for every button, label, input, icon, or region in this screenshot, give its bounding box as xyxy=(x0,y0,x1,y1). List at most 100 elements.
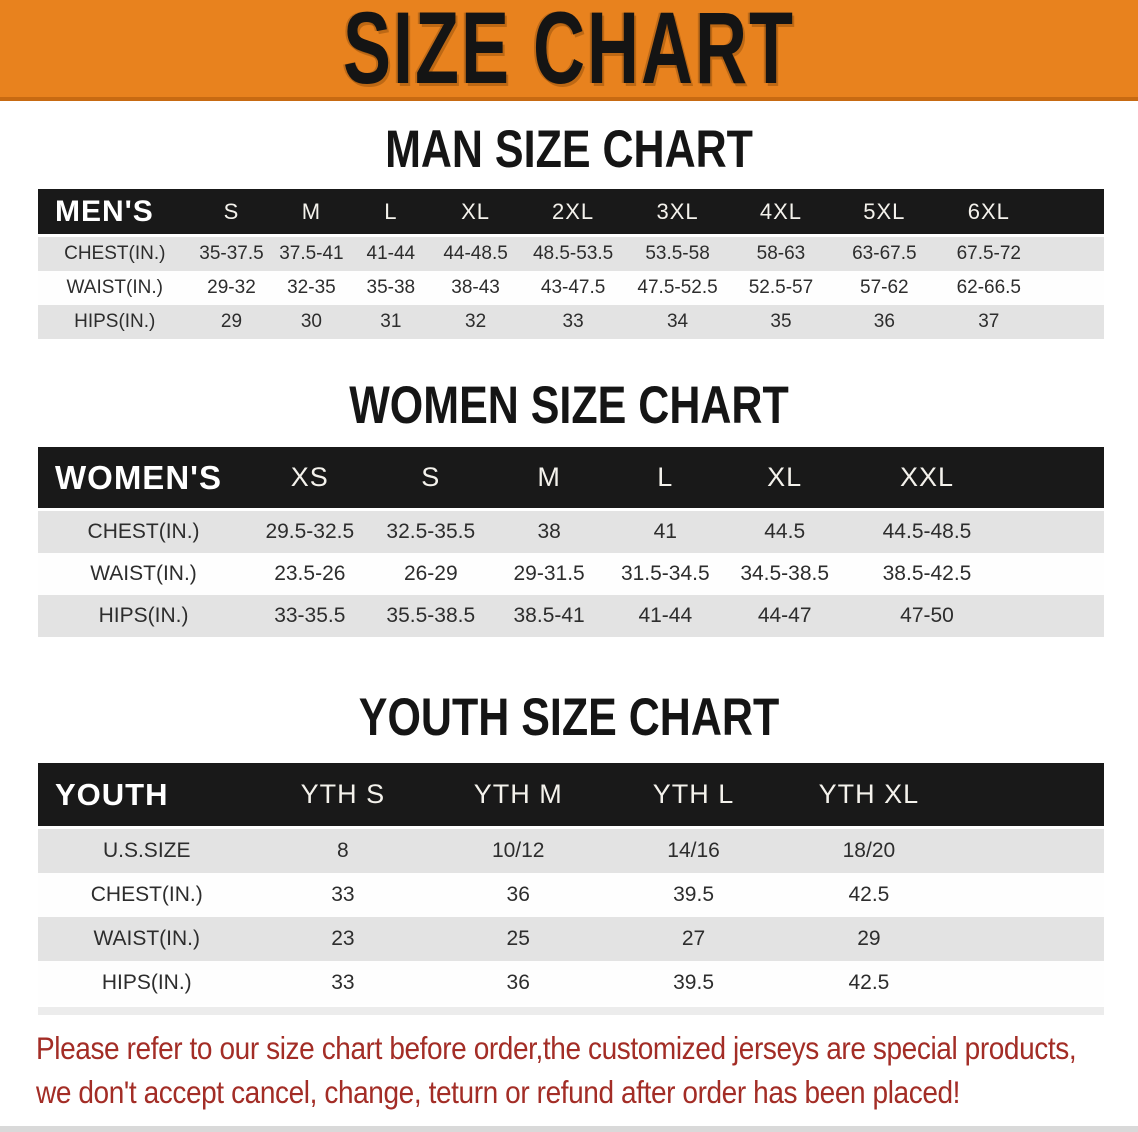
size-cell: 30 xyxy=(300,311,322,332)
table-row: HIPS(IN.) 33-35.5 35.5-38.5 38.5-41 41-44 44-… xyxy=(38,595,1104,637)
women-section-heading-text: WOMEN SIZE CHART xyxy=(349,376,789,435)
size-cell: 33 xyxy=(562,311,584,332)
size-cell: 36 xyxy=(873,311,895,332)
size-cell: 29-31.5 xyxy=(513,562,585,585)
size-cell: 62-66.5 xyxy=(956,277,1022,298)
spacer-cell xyxy=(1008,447,1104,511)
spacer-cell xyxy=(1041,305,1104,339)
size-cell: 34.5-38.5 xyxy=(740,562,830,585)
size-cell: 41-44 xyxy=(638,604,693,627)
disclaimer-line-2: we don't accept cancel, change, teturn o… xyxy=(36,1075,961,1110)
size-cell: 26-29 xyxy=(403,562,458,585)
size-cell: 52.5-57 xyxy=(748,277,814,298)
column-header: S xyxy=(191,189,272,237)
size-cell: 38.5-41 xyxy=(513,604,585,627)
size-cell: 23.5-26 xyxy=(274,562,346,585)
size-cell: 10/12 xyxy=(491,839,545,862)
man-section-heading: MAN SIZE CHART xyxy=(0,120,1138,179)
size-cell: 39.5 xyxy=(673,883,714,906)
youth-size-table: YOUTH YTH S YTH M YTH L YTH XL U.S.SIZE 8 10/12… xyxy=(38,763,1104,1005)
size-cell: 34 xyxy=(666,311,689,332)
size-cell: 67.5-72 xyxy=(956,243,1022,264)
row-label: WAIST(IN.) xyxy=(90,562,197,585)
youth-table-bottom-divider xyxy=(38,1007,1104,1015)
size-cell: 44-47 xyxy=(757,604,812,627)
size-cell: 37.5-41 xyxy=(279,243,344,264)
spacer-cell xyxy=(1041,237,1104,271)
womens-size-table: WOMEN'S XS S M L XL XXL CHEST(IN.) 29.5-32.5 32.5… xyxy=(38,447,1104,637)
women-section-heading: WOMEN SIZE CHART xyxy=(0,376,1138,435)
size-cell: 32.5-35.5 xyxy=(386,520,476,543)
size-cell: 47-50 xyxy=(900,604,954,627)
size-cell: 35-37.5 xyxy=(199,243,264,264)
size-cell: 36 xyxy=(506,971,530,994)
size-cell: 44.5 xyxy=(764,520,806,543)
column-header: 2XL xyxy=(520,189,626,237)
column-header: XS xyxy=(249,447,371,511)
size-cell: 32-35 xyxy=(287,277,336,298)
size-cell: 33-35.5 xyxy=(274,604,346,627)
size-cell: 14/16 xyxy=(667,839,720,862)
size-cell: 29.5-32.5 xyxy=(265,520,355,543)
size-cell: 33 xyxy=(331,883,355,906)
table-row: CHEST(IN.) 29.5-32.5 32.5-35.5 38 41 44.5 44.5… xyxy=(38,511,1104,553)
size-cell: 35.5-38.5 xyxy=(386,604,476,627)
column-header: L xyxy=(607,447,724,511)
size-cell: 32 xyxy=(465,311,487,332)
column-header: 4XL xyxy=(729,189,833,237)
size-cell: 35-38 xyxy=(366,277,416,298)
size-cell: 29-32 xyxy=(207,277,256,298)
size-cell: 44-48.5 xyxy=(443,243,508,264)
spacer-cell xyxy=(956,763,1104,829)
spacer-cell xyxy=(1008,553,1104,595)
size-cell: 27 xyxy=(681,927,706,950)
table-title-cell: WOMEN'S xyxy=(38,447,250,511)
size-cell: 48.5-53.5 xyxy=(532,243,614,264)
column-header: 3XL xyxy=(625,189,730,237)
column-header: YTH S xyxy=(255,763,431,829)
row-label: WAIST(IN.) xyxy=(66,277,163,298)
spacer-cell xyxy=(1041,189,1104,237)
size-cell: 31 xyxy=(380,311,402,332)
size-cell: 33 xyxy=(331,971,355,994)
spacer-cell xyxy=(1041,271,1104,305)
table-row: WAIST(IN.) 29-32 32-35 35-38 38-43 43-47.5 47.… xyxy=(38,271,1104,305)
table-header-row: MEN'S S M L XL 2XL 3XL 4XL 5XL 6XL xyxy=(38,189,1104,237)
size-cell: 8 xyxy=(337,839,349,862)
size-cell: 37 xyxy=(978,311,1000,332)
bottom-divider xyxy=(0,1126,1138,1132)
column-header: XXL xyxy=(845,447,1009,511)
table-header-row: YOUTH YTH S YTH M YTH L YTH XL xyxy=(38,763,1104,829)
size-cell: 42.5 xyxy=(848,883,890,906)
size-cell: 25 xyxy=(506,927,530,950)
table-row: HIPS(IN.) 33 36 39.5 42.5 xyxy=(38,961,1104,1005)
column-header: L xyxy=(351,189,431,237)
spacer-cell xyxy=(957,873,1104,917)
table-title-cell: YOUTH xyxy=(38,763,256,829)
size-cell: 35 xyxy=(770,311,792,332)
size-cell: 57-62 xyxy=(860,277,909,298)
table-row: U.S.SIZE 8 10/12 14/16 18/20 xyxy=(38,829,1104,873)
row-label: CHEST(IN.) xyxy=(87,520,200,543)
table-row: CHEST(IN.) 33 36 39.5 42.5 xyxy=(38,873,1104,917)
spacer-cell xyxy=(1008,511,1104,553)
table-title-cell: MEN'S xyxy=(38,189,192,237)
youth-section-heading-text: YOUTH SIZE CHART xyxy=(358,688,780,747)
column-header: M xyxy=(271,189,352,237)
size-cell: 47.5-52.5 xyxy=(637,277,718,298)
size-cell: 41 xyxy=(653,520,677,543)
size-cell: 38-43 xyxy=(451,277,500,298)
disclaimer-line-1: Please refer to our size chart before or… xyxy=(36,1031,1077,1066)
mens-size-table: MEN'S S M L XL 2XL 3XL 4XL 5XL 6XL CHEST(IN.) 35-37… xyxy=(38,189,1104,339)
column-header: YTH L xyxy=(606,763,781,829)
size-cell: 63-67.5 xyxy=(852,243,917,264)
table-row: CHEST(IN.) 35-37.5 37.5-41 41-44 44-48.5 48.5… xyxy=(38,237,1104,271)
man-section-heading-text: MAN SIZE CHART xyxy=(385,120,753,179)
column-header: YTH XL xyxy=(780,763,957,829)
size-chart-title: SIZE CHART xyxy=(343,0,795,106)
size-cell: 43-47.5 xyxy=(540,277,606,298)
size-cell: 44.5-48.5 xyxy=(882,520,972,543)
size-cell: 39.5 xyxy=(673,971,714,994)
size-cell: 38 xyxy=(537,520,561,543)
